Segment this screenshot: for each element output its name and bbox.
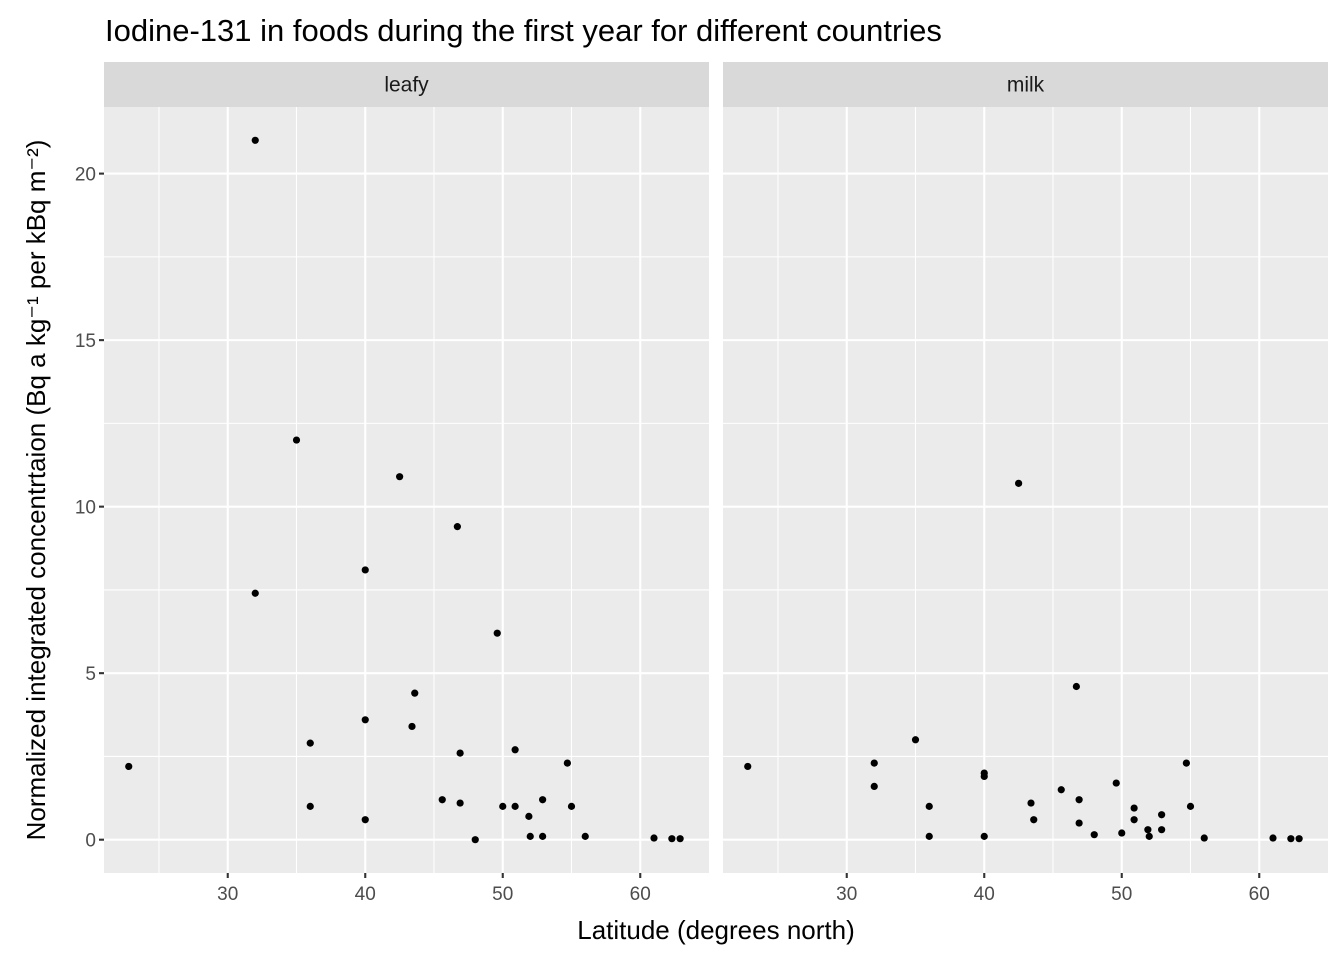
data-point (1090, 831, 1098, 839)
data-point (1145, 832, 1153, 840)
data-point (1057, 786, 1065, 794)
x-tick-label: 40 (355, 884, 376, 905)
data-point (1075, 819, 1083, 827)
panel-milk: milk 30 40 50 60 (723, 62, 1328, 905)
x-tick-label: 30 (217, 884, 238, 905)
data-point (471, 836, 479, 844)
data-point (306, 802, 314, 810)
data-point (676, 835, 684, 843)
data-point (980, 772, 988, 781)
data-point (1144, 826, 1152, 834)
data-point (563, 759, 571, 767)
x-tick-label: 50 (492, 884, 513, 905)
panel-background (104, 107, 709, 873)
data-point (361, 566, 369, 574)
data-point (925, 802, 933, 810)
data-point (1030, 816, 1038, 824)
data-point (493, 629, 501, 637)
y-tick-label: 20 (75, 165, 96, 186)
data-point (1295, 835, 1303, 843)
data-point (1186, 802, 1195, 810)
x-tick-label: 60 (630, 884, 651, 905)
y-tick-label: 15 (75, 331, 96, 352)
data-point (511, 802, 519, 810)
data-point (456, 799, 464, 807)
data-point (361, 716, 369, 724)
data-point (499, 802, 507, 810)
data-point (567, 802, 576, 810)
data-point (581, 832, 589, 840)
data-point (526, 832, 534, 840)
x-tick-label: 30 (836, 884, 857, 905)
panels-layer: leafy 30 40 50 60 0 5 10 15 20 milk 30 40 50 60 (75, 62, 1328, 905)
data-point (251, 589, 259, 597)
data-point (744, 762, 752, 771)
data-point (1269, 834, 1277, 842)
chart-title: Iodine-131 in foods during the first yea… (105, 13, 942, 48)
data-point (1287, 835, 1295, 843)
x-tick-label: 50 (1111, 884, 1132, 905)
facet-strip (104, 62, 709, 107)
data-point (408, 722, 416, 731)
data-point (1200, 834, 1208, 842)
data-point (125, 762, 133, 771)
data-point (511, 746, 519, 754)
data-point (539, 832, 547, 840)
data-point (1158, 811, 1166, 819)
y-tick-label: 0 (85, 831, 96, 852)
data-point (306, 739, 314, 747)
y-tick-label: 5 (85, 664, 96, 685)
data-point (911, 736, 920, 744)
data-point (1118, 829, 1126, 837)
data-point (411, 689, 419, 697)
data-point (1075, 796, 1083, 804)
data-point (1027, 799, 1035, 807)
data-point (925, 832, 933, 840)
data-point (453, 523, 461, 531)
data-point (1182, 759, 1190, 767)
panel-leafy: leafy 30 40 50 60 0 5 10 15 20 (75, 62, 709, 905)
facet-strip (723, 62, 1328, 107)
data-point (1158, 826, 1166, 834)
x-tick-label: 40 (974, 884, 995, 905)
data-point (292, 436, 301, 444)
data-point (980, 832, 988, 840)
data-point (668, 835, 676, 843)
facet-strip-label: milk (1007, 74, 1045, 97)
data-point (361, 816, 369, 824)
data-point (1130, 816, 1138, 824)
data-point (456, 749, 464, 757)
data-point (1072, 682, 1080, 691)
data-point (1015, 479, 1023, 487)
data-point (870, 782, 878, 791)
data-point (438, 796, 446, 804)
x-axis-title: Latitude (degrees north) (577, 915, 855, 945)
data-point (1130, 804, 1138, 812)
data-point (251, 136, 259, 144)
data-point (525, 812, 533, 820)
data-point (650, 834, 658, 842)
facet-strip-label: leafy (384, 74, 429, 97)
y-axis-title: Normalized integrated concentrtaion (Bq … (21, 140, 51, 841)
y-tick-label: 10 (75, 498, 96, 519)
x-tick-label: 60 (1249, 884, 1270, 905)
data-point (1112, 779, 1120, 787)
data-point (539, 796, 547, 804)
data-point (396, 473, 404, 481)
panel-background (723, 107, 1328, 873)
data-point (870, 759, 878, 767)
